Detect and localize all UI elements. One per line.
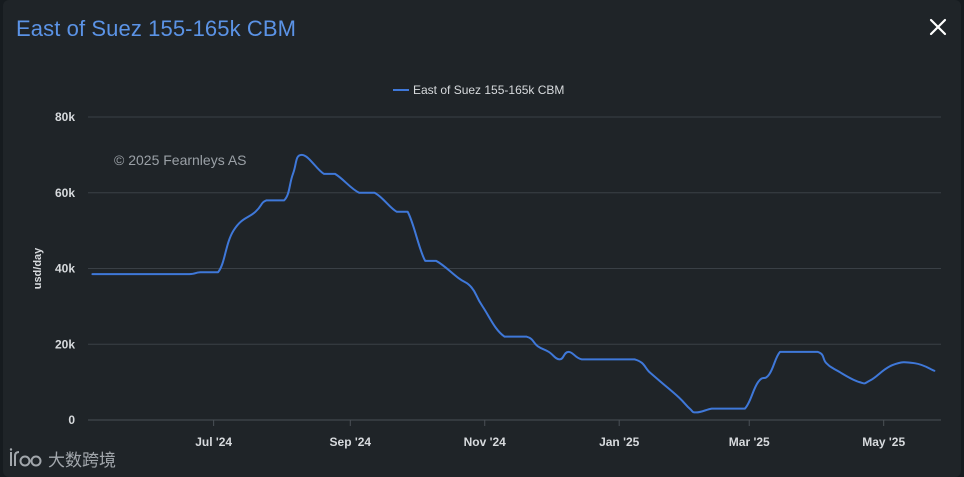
x-tick-label: Mar '25	[729, 435, 770, 449]
ifoo-logo-icon	[9, 447, 42, 466]
watermark-credit: © 2025 Fearnleys AS	[114, 152, 247, 168]
close-button[interactable]	[927, 16, 949, 38]
x-tick-label: Jul '24	[195, 435, 232, 449]
y-tick-label: 0	[68, 413, 75, 427]
chart-modal: East of Suez 155-165k CBM	[3, 0, 961, 477]
site-name: 大数跨境	[48, 451, 116, 471]
axes: 0 20k 40k 60k 80k Jul '24 Sep '24 Nov '24 Jan '2…	[32, 110, 905, 449]
legend[interactable]: East of Suez 155-165k CBM	[393, 83, 564, 97]
y-tick-label: 40k	[55, 262, 75, 276]
y-tick-label: 60k	[55, 186, 75, 200]
y-tick-label: 80k	[55, 110, 75, 124]
y-axis-label: usd/day	[32, 247, 44, 289]
series-line	[91, 153, 936, 414]
x-tick-label: Jan '25	[599, 435, 640, 449]
site-watermark: 大数跨境	[8, 446, 116, 471]
series-layer	[91, 153, 936, 414]
legend-label[interactable]: East of Suez 155-165k CBM	[413, 83, 564, 97]
y-tick-label: 20k	[55, 337, 75, 351]
close-icon	[929, 18, 947, 36]
x-tick-label: Sep '24	[330, 435, 372, 449]
x-tick-label: Nov '24	[464, 435, 507, 449]
x-tick-label: May '25	[862, 435, 905, 449]
grid-lines	[88, 116, 941, 421]
modal-title: East of Suez 155-165k CBM	[16, 16, 297, 41]
